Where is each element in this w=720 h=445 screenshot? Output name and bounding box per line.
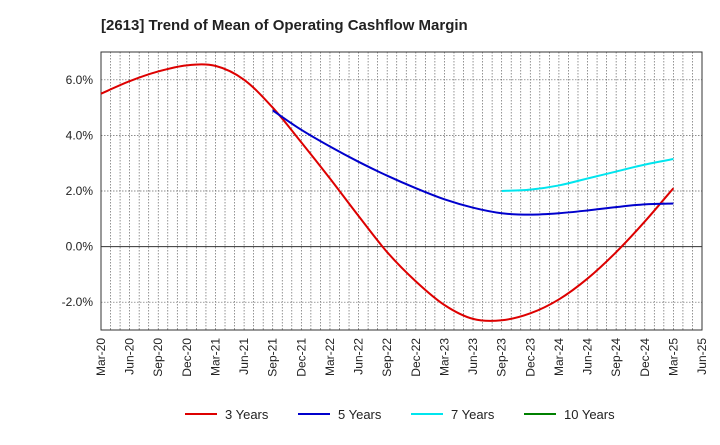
y-tick-label: 6.0%	[66, 73, 94, 87]
y-tick-label: -2.0%	[62, 295, 94, 309]
x-tick-label: Mar-23	[437, 338, 451, 376]
chart-title: [2613] Trend of Mean of Operating Cashfl…	[101, 17, 468, 34]
grid-layer	[101, 52, 702, 330]
x-tick-label: Jun-22	[352, 338, 366, 375]
legend-label-5-years: 5 Years	[338, 407, 382, 422]
y-tick-label: 4.0%	[66, 128, 94, 142]
x-tick-label: Mar-22	[323, 338, 337, 376]
x-tick-label: Dec-22	[409, 338, 423, 377]
x-tick-label: Jun-23	[466, 338, 480, 375]
series-line-5-years	[272, 109, 674, 216]
x-tick-label: Sep-22	[380, 338, 394, 377]
legend-label-3-years: 3 Years	[225, 407, 269, 422]
x-tick-label: Sep-20	[151, 338, 165, 377]
x-tick-label: Sep-21	[266, 338, 280, 377]
y-tick-label: 2.0%	[66, 184, 94, 198]
x-tick-label: Mar-20	[94, 338, 108, 376]
x-tick-label: Dec-24	[638, 338, 652, 377]
x-tick-label: Sep-23	[495, 338, 509, 377]
series-layer	[100, 63, 675, 322]
series-line-3-years	[100, 63, 675, 322]
x-tick-label: Jun-25	[695, 338, 709, 375]
x-tick-label: Dec-23	[523, 338, 537, 377]
x-tick-label: Mar-25	[666, 338, 680, 376]
x-tick-label: Mar-21	[208, 338, 222, 376]
y-tick-label: 0.0%	[66, 240, 94, 254]
plot-frame	[100, 51, 703, 331]
series-line-7-years	[501, 158, 674, 192]
legend: 3 Years 5 Years 7 Years 10 Years	[185, 407, 615, 422]
x-tick-label: Mar-24	[552, 338, 566, 376]
x-tick-label: Jun-24	[581, 338, 595, 375]
x-tick-label: Dec-21	[294, 338, 308, 377]
x-tick-label: Dec-20	[180, 338, 194, 377]
legend-label-7-years: 7 Years	[451, 407, 495, 422]
x-tick-label: Jun-21	[237, 338, 251, 375]
legend-label-10-years: 10 Years	[564, 407, 615, 422]
x-tick-label: Jun-20	[123, 338, 137, 375]
axis-layer: -2.0% 0.0% 2.0% 4.0% 6.0% Mar-20 Jun-20 Sep-20 D…	[62, 51, 709, 377]
x-tick-label: Sep-24	[609, 338, 623, 377]
